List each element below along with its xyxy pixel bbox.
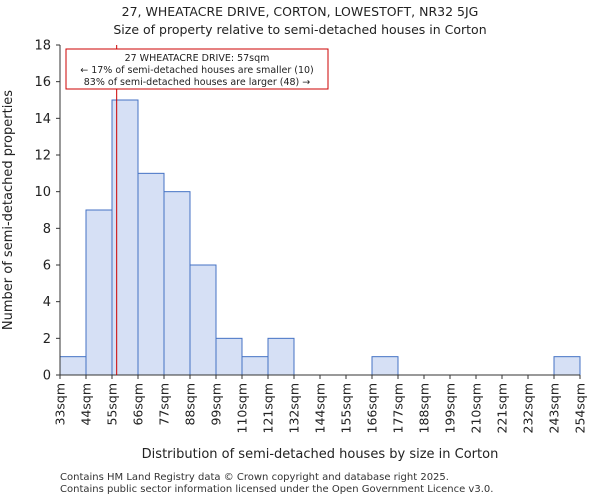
x-tick-label-243sqm: 243sqm xyxy=(547,383,562,433)
x-tick-label-166sqm: 166sqm xyxy=(365,383,380,433)
x-tick-label-110sqm: 110sqm xyxy=(235,383,250,433)
y-tick-label-0: 0 xyxy=(43,369,51,384)
x-tick-label-66sqm: 66sqm xyxy=(131,383,146,426)
annotation-line-3: 83% of semi-detached houses are larger (… xyxy=(84,77,311,88)
x-tick-label-55sqm: 55sqm xyxy=(105,383,120,426)
footer: Contains HM Land Registry data © Crown c… xyxy=(60,472,493,496)
y-tick-label-10: 10 xyxy=(34,185,51,200)
bar-33sqm xyxy=(59,356,87,376)
bar-44sqm xyxy=(85,209,113,376)
x-tick-label-99sqm: 99sqm xyxy=(209,383,224,426)
y-tick-label-18: 18 xyxy=(34,39,51,54)
x-tick-label-199sqm: 199sqm xyxy=(443,383,458,433)
annotation-rect xyxy=(65,48,329,90)
footer-line-2: Contains public sector information licen… xyxy=(60,484,494,495)
x-axis-label: Distribution of semi-detached houses by … xyxy=(142,447,499,462)
y-tick-label-6: 6 xyxy=(43,259,51,274)
chart-title: 27, WHEATACRE DRIVE, CORTON, LOWESTOFT, … xyxy=(121,4,479,19)
x-tick-label-221sqm: 221sqm xyxy=(495,383,510,433)
annotation-box: 27 WHEATACRE DRIVE: 57sqm ← 17% of semi-… xyxy=(65,48,329,90)
x-tick-label-188sqm: 188sqm xyxy=(417,383,432,433)
bar-66sqm xyxy=(137,172,165,376)
bar-55sqm xyxy=(111,99,139,376)
x-tick-label-88sqm: 88sqm xyxy=(183,383,198,426)
bar-88sqm xyxy=(189,264,217,376)
y-tick-label-12: 12 xyxy=(34,149,51,164)
bar-77sqm xyxy=(163,191,191,376)
bar-121sqm xyxy=(267,337,295,376)
y-tick-label-2: 2 xyxy=(43,332,51,347)
x-tick-label-33sqm: 33sqm xyxy=(53,383,68,426)
annotation-line-1: 27 WHEATACRE DRIVE: 57sqm xyxy=(125,53,270,64)
x-tick-label-144sqm: 144sqm xyxy=(313,383,328,433)
x-tick-label-44sqm: 44sqm xyxy=(79,383,94,426)
footer-line-1: Contains HM Land Registry data © Crown c… xyxy=(60,472,449,483)
x-tick-label-232sqm: 232sqm xyxy=(521,383,536,433)
y-tick-label-4: 4 xyxy=(43,295,51,310)
x-tick-label-254sqm: 254sqm xyxy=(573,383,588,433)
x-axis: 33sqm 44sqm 55sqm 66sqm 77sqm 88sqm 99sqm 110sq… xyxy=(53,374,588,433)
chart-subtitle: Size of property relative to semi-detach… xyxy=(113,22,487,37)
y-axis: 0 2 4 6 8 10 12 14 16 18 xyxy=(34,39,61,384)
bar-166sqm xyxy=(371,356,399,376)
x-tick-label-77sqm: 77sqm xyxy=(157,383,172,426)
chart-title-block: 27, WHEATACRE DRIVE, CORTON, LOWESTOFT, … xyxy=(0,3,600,39)
chart: 0 2 4 6 8 10 12 14 16 18 33sqm 44sqm 55sqm 66sqm 77sq… xyxy=(1,39,588,463)
x-tick-label-210sqm: 210sqm xyxy=(469,383,484,433)
y-tick-label-16: 16 xyxy=(34,75,51,90)
y-axis-label: Number of semi-detached properties xyxy=(1,90,16,330)
y-tick-label-14: 14 xyxy=(34,112,51,127)
x-tick-label-155sqm: 155sqm xyxy=(339,383,354,433)
x-tick-label-121sqm: 121sqm xyxy=(261,383,276,433)
annotation-line-2: ← 17% of semi-detached houses are smalle… xyxy=(80,65,314,76)
x-tick-label-132sqm: 132sqm xyxy=(287,383,302,433)
bars-group xyxy=(59,99,581,376)
bar-110sqm xyxy=(241,356,269,376)
bar-243sqm xyxy=(553,356,581,376)
bar-99sqm xyxy=(215,337,243,376)
x-tick-label-177sqm: 177sqm xyxy=(391,383,406,433)
y-tick-label-8: 8 xyxy=(43,222,51,237)
